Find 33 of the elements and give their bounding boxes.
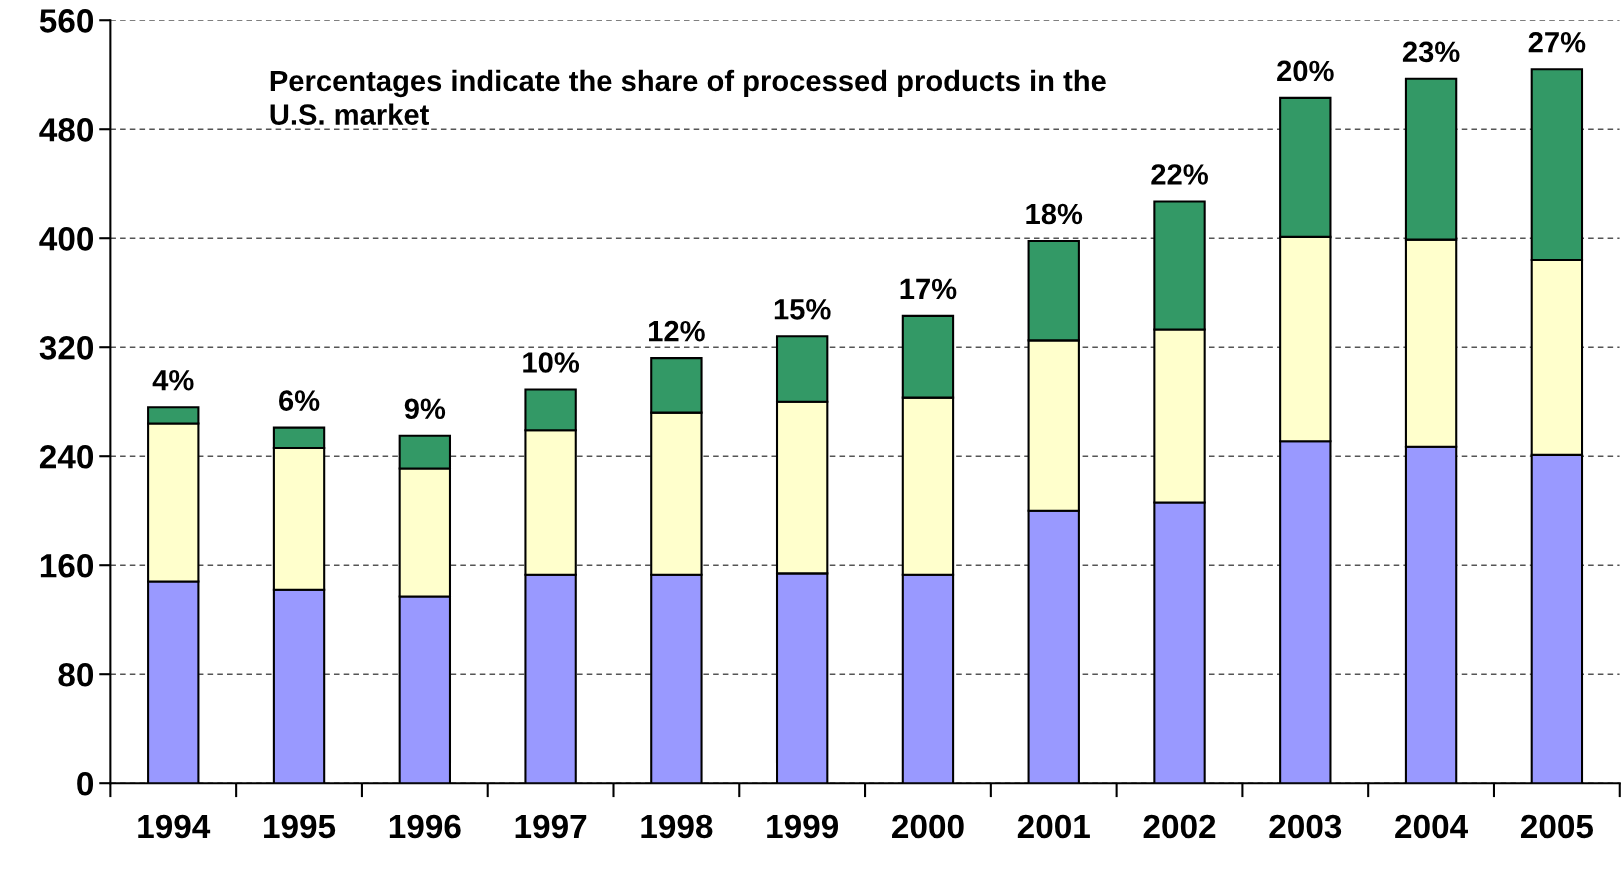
annotation: 15%: [774, 299, 831, 320]
annotation: 6%: [279, 390, 320, 411]
x-tick-label: 2003: [1269, 814, 1342, 839]
x-tick-label: 2004: [1395, 814, 1468, 839]
x-tick-label: 2001: [1017, 814, 1090, 839]
annotation: 18%: [1026, 203, 1083, 225]
x-tick-label: 1995: [264, 814, 336, 839]
y-tick-label: 400: [39, 227, 94, 251]
annotation: 10%: [523, 352, 580, 373]
y-tick-label: 0: [77, 772, 94, 796]
x-tick-label: 1994: [138, 814, 211, 839]
x-tick-label: 1999: [767, 814, 839, 839]
y-tick-label: 320: [39, 336, 94, 360]
annotation: 23%: [1402, 41, 1460, 63]
annotation: 12%: [649, 320, 705, 342]
y-tick-label: 160: [40, 554, 94, 578]
y-tick-label: 80: [58, 663, 94, 687]
annotation: 22%: [1151, 164, 1208, 185]
x-tick-label: 1997: [515, 814, 587, 839]
x-tick-label: 2002: [1143, 814, 1216, 839]
annotation: 27%: [1528, 31, 1586, 53]
x-tick-label: 1998: [641, 814, 713, 839]
annotation: Percentages indicate the share of processed products in the U.S. market: [270, 69, 1106, 125]
y-tick-label: 240: [39, 445, 94, 469]
y-tick-label: 480: [39, 118, 94, 142]
annotation: 17%: [900, 278, 957, 300]
annotation: 20%: [1277, 60, 1334, 82]
x-tick-label: 2000: [892, 814, 964, 839]
y-tick-label: 560: [39, 9, 94, 33]
x-tick-label: 1996: [389, 814, 461, 839]
x-tick-label: 2005: [1520, 814, 1594, 839]
annotation: 4%: [152, 369, 194, 391]
annotation: 9%: [404, 398, 446, 420]
